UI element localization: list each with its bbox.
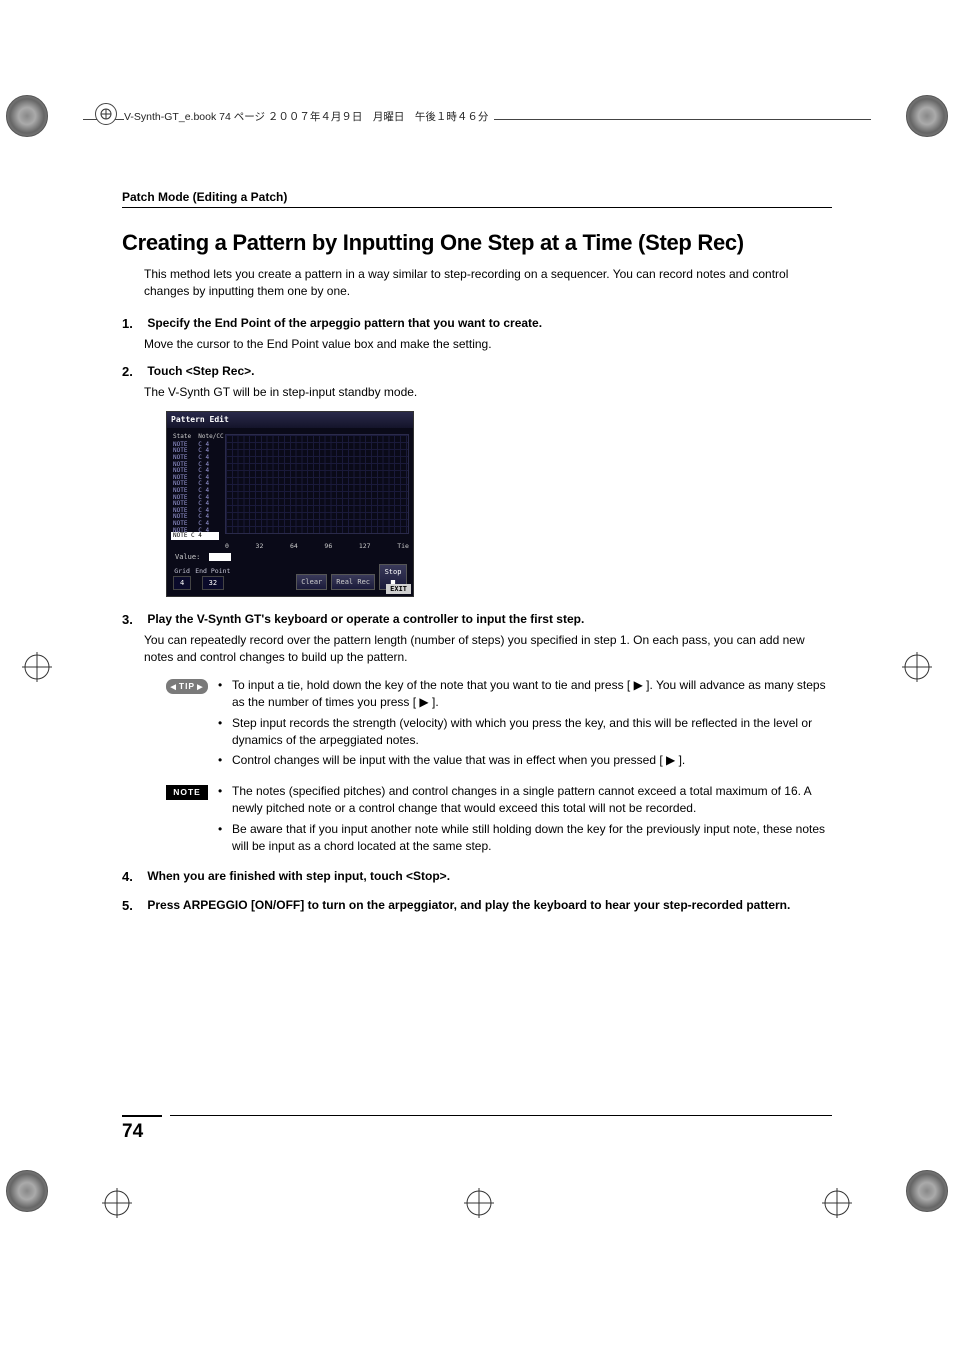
step-number: 5.: [122, 897, 144, 916]
endpoint-label: End Point: [195, 567, 230, 576]
pattern-edit-screenshot: Pattern Edit State Note/CC NOTE C 4 NOTE…: [166, 411, 414, 597]
registration-mark-right: [900, 650, 934, 684]
tip-item: To input a tie, hold down the key of the…: [218, 677, 832, 712]
grid-spinner[interactable]: Grid 4: [173, 567, 191, 591]
col-state: State: [173, 433, 191, 440]
note-item: Be aware that if you input another note …: [218, 821, 832, 856]
page-number: 74: [122, 1115, 162, 1143]
book-icon: [95, 103, 117, 125]
clear-button[interactable]: Clear: [296, 574, 327, 590]
corner-ornament-br: [906, 1170, 948, 1212]
value-box[interactable]: [209, 553, 231, 561]
step-body: The V-Synth GT will be in step-input sta…: [144, 384, 832, 401]
page-title: Creating a Pattern by Inputting One Step…: [122, 230, 832, 256]
registration-mark-left: [20, 650, 54, 684]
registration-mark-bottom: [462, 1186, 496, 1220]
note-list: The notes (specified pitches) and contro…: [218, 783, 832, 859]
tip-callout: TIP To input a tie, hold down the key of…: [166, 677, 832, 773]
scale-tick: 127: [359, 542, 371, 552]
grid-label: Grid: [174, 567, 190, 576]
col-note: Note/CC: [198, 433, 223, 440]
scale-tick: 0: [225, 542, 229, 552]
grid-value[interactable]: 4: [173, 576, 191, 590]
registration-mark-bottom-left: [100, 1186, 134, 1220]
tip-item: Control changes will be input with the v…: [218, 752, 832, 769]
step-number: 4.: [122, 868, 144, 887]
value-label: Value:: [175, 553, 200, 561]
step-number: 3.: [122, 611, 144, 630]
velocity-scale: 0 32 64 96 127 Tie: [225, 542, 409, 552]
note-badge: NOTE: [166, 785, 208, 800]
value-row: Value:: [175, 552, 231, 562]
endpoint-spinner[interactable]: End Point 32: [195, 567, 230, 591]
step-list: 1. Specify the End Point of the arpeggio…: [144, 315, 832, 916]
scale-tick: 96: [324, 542, 332, 552]
window-title: Pattern Edit: [167, 412, 413, 428]
scale-tick: 32: [256, 542, 264, 552]
section-label: Patch Mode (Editing a Patch): [122, 190, 832, 208]
step-number: 1.: [122, 315, 144, 334]
step-4: 4. When you are finished with step input…: [144, 868, 832, 887]
step-5: 5. Press ARPEGGIO [ON/OFF] to turn on th…: [144, 897, 832, 916]
tip-badge: TIP: [166, 679, 208, 694]
selected-row[interactable]: NOTE C 4: [171, 532, 219, 540]
step-body: You can repeatedly record over the patte…: [144, 632, 832, 667]
row-labels: State Note/CC NOTE C 4 NOTE C 4 NOTE C 4…: [173, 434, 224, 534]
step-heading: When you are finished with step input, t…: [147, 869, 450, 883]
tip-list: To input a tie, hold down the key of the…: [218, 677, 832, 773]
exit-button[interactable]: EXIT: [386, 584, 411, 594]
endpoint-value[interactable]: 32: [202, 576, 224, 590]
footer-rule: [170, 1115, 832, 1116]
step-1: 1. Specify the End Point of the arpeggio…: [144, 315, 832, 353]
page-content: Patch Mode (Editing a Patch) Creating a …: [122, 190, 832, 926]
step-heading: Touch <Step Rec>.: [147, 364, 254, 378]
corner-ornament-bl: [6, 1170, 48, 1212]
corner-ornament-tr: [906, 95, 948, 137]
step-3: 3. Play the V-Synth GT's keyboard or ope…: [144, 611, 832, 858]
intro-paragraph: This method lets you create a pattern in…: [144, 266, 832, 301]
running-header: V-Synth-GT_e.book 74 ページ ２００７年４月９日 月曜日 午…: [124, 109, 494, 124]
note-item: The notes (specified pitches) and contro…: [218, 783, 832, 818]
step-heading: Specify the End Point of the arpeggio pa…: [147, 316, 542, 330]
scale-tick: 64: [290, 542, 298, 552]
note-callout: NOTE The notes (specified pitches) and c…: [166, 783, 832, 859]
bottom-controls: Grid 4 End Point 32 Clear Real Rec Stop■: [173, 564, 407, 590]
corner-ornament-tl: [6, 95, 48, 137]
tip-item: Step input records the strength (velocit…: [218, 715, 832, 750]
step-heading: Play the V-Synth GT's keyboard or operat…: [147, 612, 584, 626]
scale-tick: Tie: [397, 542, 409, 552]
step-heading: Press ARPEGGIO [ON/OFF] to turn on the a…: [147, 898, 790, 912]
registration-mark-bottom-right: [820, 1186, 854, 1220]
step-number: 2.: [122, 363, 144, 382]
step-2: 2. Touch <Step Rec>. The V-Synth GT will…: [144, 363, 832, 597]
step-grid[interactable]: [225, 434, 409, 534]
step-body: Move the cursor to the End Point value b…: [144, 336, 832, 353]
realrec-button[interactable]: Real Rec: [331, 574, 375, 590]
